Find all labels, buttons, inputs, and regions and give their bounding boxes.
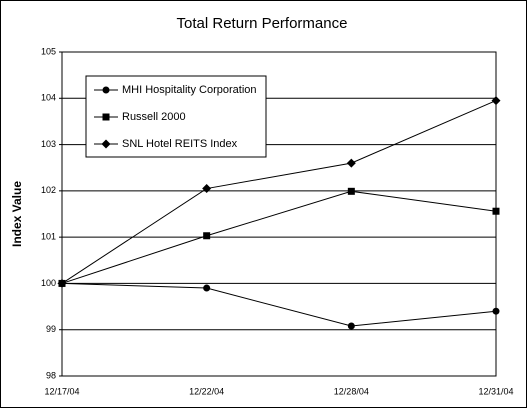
marker <box>346 158 356 168</box>
y-tick-label: 103 <box>41 139 56 149</box>
x-tick-label: 12/22/04 <box>189 386 224 396</box>
marker <box>203 232 211 240</box>
y-tick-label: 104 <box>41 93 56 103</box>
y-tick-label: 102 <box>41 185 56 195</box>
y-tick-label: 105 <box>41 46 56 56</box>
marker <box>102 113 110 121</box>
y-tick-label: 99 <box>46 324 56 334</box>
marker <box>57 278 67 288</box>
series-line <box>61 190 497 284</box>
marker <box>492 207 500 215</box>
marker <box>347 187 355 195</box>
marker <box>203 284 211 292</box>
marker <box>101 139 111 149</box>
x-tick-label: 12/28/04 <box>334 386 369 396</box>
y-tick-label: 100 <box>41 278 56 288</box>
y-tick-label: 101 <box>41 232 56 242</box>
marker <box>102 86 110 94</box>
legend-label: MHI Hospitality Corporation <box>122 84 257 96</box>
y-axis-label: Index Value <box>10 181 24 247</box>
marker <box>347 322 355 330</box>
series-line <box>61 282 497 327</box>
chart-title: Total Return Performance <box>177 15 348 32</box>
marker <box>492 307 500 315</box>
x-tick-label: 12/31/04 <box>478 386 513 396</box>
legend-label: SNL Hotel REITS Index <box>122 138 238 150</box>
marker <box>202 184 212 194</box>
x-tick-label: 12/17/04 <box>44 386 79 396</box>
marker <box>491 96 501 106</box>
legend-label: Russell 2000 <box>122 111 186 123</box>
y-tick-label: 98 <box>46 370 56 380</box>
series-line <box>61 100 497 284</box>
